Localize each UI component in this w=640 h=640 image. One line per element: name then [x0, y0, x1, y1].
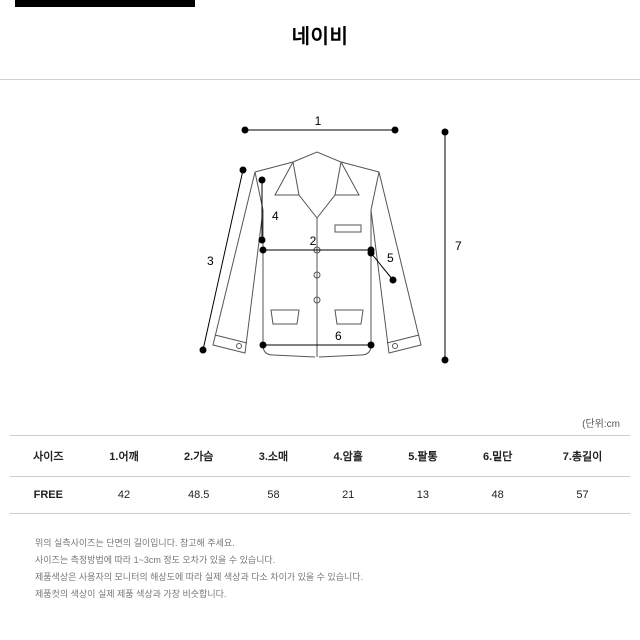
size-diagram: 1 7 — [165, 110, 475, 390]
notes-section: 위의 실측사이즈는 단면의 길이입니다. 참고해 주세요. 사이즈는 측정방법에… — [35, 535, 605, 603]
th-hem: 6.밑단 — [460, 436, 535, 477]
diagram-label-2: 2 — [310, 234, 317, 248]
td-armhole: 21 — [311, 477, 386, 514]
td-size: FREE — [10, 477, 87, 514]
top-accent-bar — [15, 0, 195, 7]
td-length: 57 — [535, 477, 630, 514]
td-sleeve: 58 — [236, 477, 311, 514]
th-sleeve: 3.소매 — [236, 436, 311, 477]
title-section: 네이비 — [0, 20, 640, 80]
note-line: 제품컷의 색상이 실제 제품 색상과 가장 비슷합니다. — [35, 586, 605, 603]
diagram-label-7: 7 — [455, 239, 462, 253]
table-row: FREE 42 48.5 58 21 13 48 57 — [10, 477, 630, 514]
td-chest: 48.5 — [161, 477, 236, 514]
product-title: 네이비 — [0, 20, 640, 49]
note-line: 위의 실측사이즈는 단면의 길이입니다. 참고해 주세요. — [35, 535, 605, 552]
th-length: 7.총길이 — [535, 436, 630, 477]
td-hem: 48 — [460, 477, 535, 514]
unit-label: (단위:cm — [582, 415, 620, 430]
size-table: 사이즈 1.어깨 2.가슴 3.소매 4.암홀 5.팔통 6.밑단 7.총길이 … — [10, 435, 630, 514]
td-shoulder: 42 — [87, 477, 162, 514]
th-shoulder: 1.어깨 — [87, 436, 162, 477]
th-armhole: 4.암홀 — [311, 436, 386, 477]
th-chest: 2.가슴 — [161, 436, 236, 477]
th-sleevewidth: 5.팔통 — [386, 436, 461, 477]
diagram-label-5: 5 — [387, 251, 394, 265]
td-sleevewidth: 13 — [386, 477, 461, 514]
th-size: 사이즈 — [10, 436, 87, 477]
diagram-label-4: 4 — [272, 209, 279, 223]
diagram-label-1: 1 — [315, 114, 322, 128]
diagram-label-3: 3 — [207, 254, 214, 268]
table-header-row: 사이즈 1.어깨 2.가슴 3.소매 4.암홀 5.팔통 6.밑단 7.총길이 — [10, 436, 630, 477]
diagram-label-6: 6 — [335, 329, 342, 343]
note-line: 사이즈는 측정방법에 따라 1~3cm 정도 오차가 있을 수 있습니다. — [35, 552, 605, 569]
note-line: 제품색상은 사용자의 모니터의 해상도에 따라 실제 색상과 다소 차이가 있을… — [35, 569, 605, 586]
